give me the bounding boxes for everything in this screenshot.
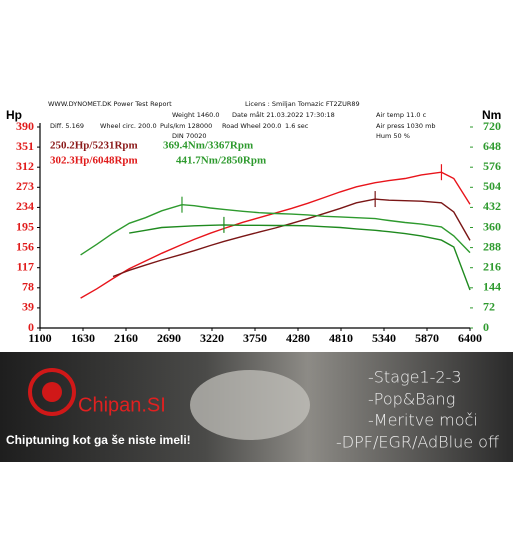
x-tick-label: 5340 (372, 331, 396, 345)
annotation: 369.4Nm/3367Rpm (163, 140, 253, 152)
brand: Chipan.SI (78, 394, 166, 416)
x-tick-label: 1100 (28, 331, 51, 345)
y2-tick-label: 576 (483, 159, 501, 173)
y-tick-label: 273 (16, 179, 34, 193)
header-info: Wheel circ. 200.0 (100, 122, 157, 130)
x-tick-label: 2160 (114, 331, 138, 345)
x-tick-label: 1630 (71, 331, 95, 345)
header-info: Date målt 21.03.2022 17:30:18 (232, 110, 335, 119)
service: -Stage1-2-3 (368, 368, 462, 387)
annotation: 441.7Nm/2850Rpm (176, 155, 266, 167)
header-info: Weight 1460.0 (172, 111, 219, 119)
logo-core (42, 382, 62, 402)
y-tick-label: 195 (16, 219, 34, 233)
header-info: Air temp 11.0 c (376, 111, 427, 119)
header-info: Diff. 5.169 (50, 122, 84, 130)
y2-tick-label: 504 (483, 179, 501, 193)
annotation: 302.3Hp/6048Rpm (50, 155, 138, 167)
x-tick-label: 3220 (200, 331, 224, 345)
header-info: DIN 70020 (172, 132, 207, 140)
y2-tick-label: 720 (483, 119, 501, 133)
x-tick-label: 4810 (329, 331, 353, 345)
service: -DPF/EGR/AdBlue off (336, 433, 499, 452)
x-tick-label: 5870 (415, 331, 439, 345)
tagline: Chiptuning kot ga še niste imeli! (6, 433, 191, 447)
y2-tick-label: 72 (483, 300, 495, 314)
service: -Pop&Bang (368, 390, 455, 409)
header-info: WWW.DYNOMET.DK Power Test Report (48, 100, 172, 108)
y2-tick-label: 648 (483, 139, 501, 153)
series-line (129, 224, 471, 291)
header-info: Puls/km 128000 (160, 122, 212, 130)
header-info: Licens : Smiljan Tomazic FT2ZUR89 (245, 100, 360, 108)
y-tick-label: 234 (16, 199, 34, 213)
y2-tick-label: 288 (483, 239, 501, 253)
x-tick-label: 6400 (458, 331, 482, 345)
y2-tick-label: 144 (483, 280, 501, 294)
y2-tick-label: 432 (483, 199, 501, 213)
series-line (112, 198, 471, 278)
y2-tick-label: 216 (483, 259, 501, 273)
x-tick-label: 4280 (286, 331, 310, 345)
service: -Meritve moči (368, 411, 478, 430)
y-tick-label: 312 (16, 159, 34, 173)
y-tick-label: 0 (28, 320, 34, 334)
y-tick-label: 351 (16, 139, 34, 153)
annotation: 250.2Hp/5231Rpm (50, 140, 138, 152)
y-tick-label: 78 (22, 280, 34, 294)
header-info: 1.6 sec (285, 122, 309, 130)
header-info: Road Wheel 200.0 (222, 122, 281, 130)
x-tick-label: 2690 (157, 331, 181, 345)
y-tick-label: 39 (22, 300, 34, 314)
x-tick-label: 3750 (243, 331, 267, 345)
banner-cloth (190, 370, 310, 440)
y2-axis-title: Nm (482, 108, 501, 122)
header-info: Air press 1030 mb (376, 122, 436, 130)
y2-tick-label: 360 (483, 219, 501, 233)
header-info: Hum 50 % (376, 132, 410, 140)
y-tick-label: 156 (16, 239, 34, 253)
logo-ring (28, 368, 76, 416)
y-axis-title: Hp (6, 108, 22, 122)
y2-tick-label: 0 (483, 320, 489, 334)
y-tick-label: 117 (17, 259, 34, 273)
series-line (80, 203, 471, 256)
y-tick-label: 390 (16, 119, 34, 133)
